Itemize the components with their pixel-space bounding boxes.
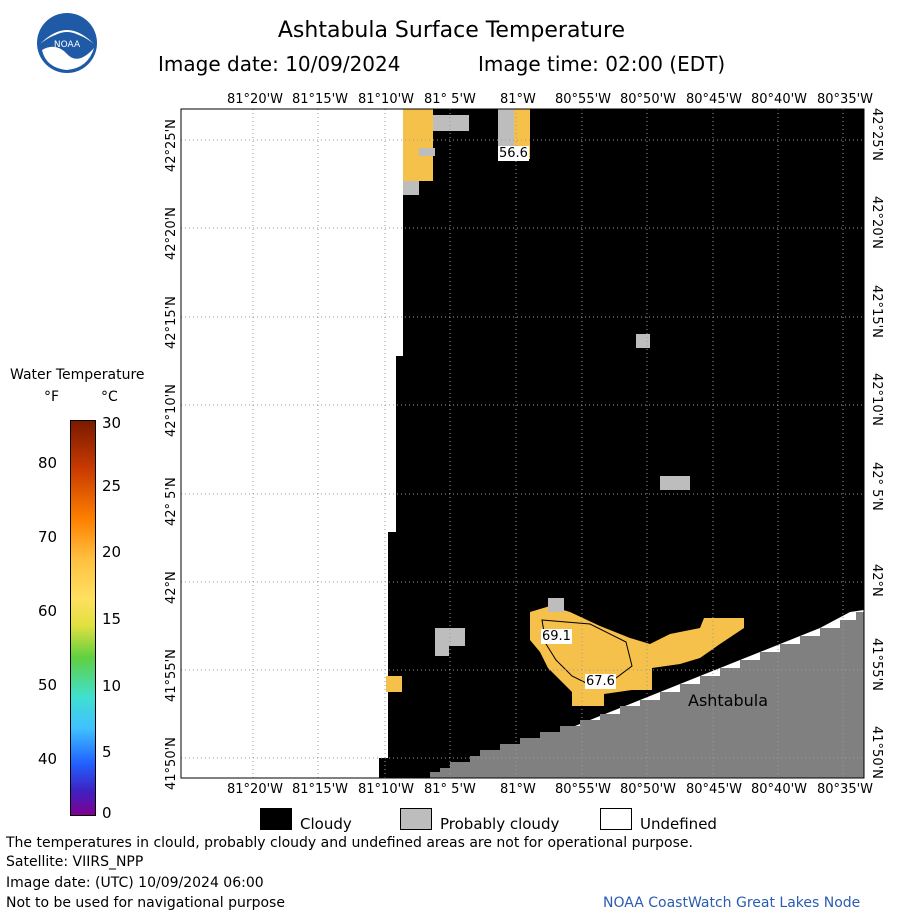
lat-label-left: 42°25'N	[164, 119, 179, 172]
colorbar-f-tick: 40	[38, 750, 58, 768]
lat-label-right: 41°50'N	[869, 726, 884, 779]
lat-label-right: 42°10'N	[869, 373, 884, 426]
lat-label-left: 42°10'N	[164, 384, 179, 437]
lat-label-left: 42° 5'N	[164, 477, 179, 526]
colorbar-unit-f: °F	[44, 389, 60, 405]
lon-label-bottom: 80°50'W	[620, 782, 677, 797]
probably-cloudy-patch	[435, 646, 449, 656]
lon-label-bottom: 80°55'W	[555, 782, 612, 797]
utc-date-text: Image date: (UTC) 10/09/2024 06:00	[6, 875, 264, 891]
colorbar-c-tick: 0	[102, 804, 112, 822]
probably-cloudy-patch	[548, 598, 564, 612]
legend-swatch-undefined	[600, 808, 632, 830]
lon-label-top: 80°45'W	[686, 92, 743, 107]
image-date-label: Image date: 10/09/2024	[158, 52, 401, 76]
lon-label-bottom: 81°10'W	[358, 782, 415, 797]
lat-label-left: 41°50'N	[164, 737, 179, 790]
probably-cloudy-patch	[433, 115, 469, 131]
image-time-label: Image time: 02:00 (EDT)	[478, 52, 726, 76]
lon-label-bottom: 81° 5'W	[424, 782, 476, 797]
lon-label-top: 80°40'W	[751, 92, 808, 107]
lat-label-left: 42°15'N	[164, 296, 179, 349]
lon-label-bottom: 81°15'W	[292, 782, 349, 797]
colorbar-f-tick: 70	[38, 528, 58, 546]
cloudy-area	[379, 109, 864, 778]
credit-text: NOAA CoastWatch Great Lakes Node	[603, 895, 861, 911]
warm-patch	[386, 676, 402, 692]
lon-label-bottom: 81°20'W	[227, 782, 284, 797]
temp-label: 56.6	[498, 146, 529, 161]
colorbar-c-tick: 10	[102, 677, 122, 695]
probably-cloudy-patch	[660, 476, 690, 490]
lat-label-right: 42° 5'N	[869, 462, 884, 511]
satellite-text: Satellite: VIIRS_NPP	[6, 854, 144, 870]
disclaimer-text: The temperatures in clould, probably clo…	[6, 835, 693, 851]
page-title: Ashtabula Surface Temperature	[277, 18, 626, 43]
nav-note-text: Not to be used for navigational purpose	[6, 895, 285, 911]
noaa-logo: NOAA	[36, 12, 98, 74]
lon-label-top: 81°W	[500, 92, 536, 107]
lon-label-top: 81°20'W	[227, 92, 284, 107]
lat-label-right: 42°N	[869, 564, 884, 597]
colorbar-c-tick: 20	[102, 543, 122, 561]
colorbar-unit-c: °C	[101, 389, 118, 405]
lat-label-right: 41°55'N	[869, 638, 884, 691]
map-frame	[180, 108, 865, 779]
legend-label-undefined: Undefined	[640, 815, 717, 833]
lon-label-top: 81°10'W	[358, 92, 415, 107]
legend-swatch-cloudy	[260, 808, 292, 830]
legend-label-cloudy: Cloudy	[300, 815, 352, 833]
lat-label-left: 42°N	[164, 571, 179, 604]
lon-label-top: 81°15'W	[292, 92, 349, 107]
lat-label-right: 42°20'N	[869, 196, 884, 249]
colorbar-c-tick: 5	[102, 743, 112, 761]
colorbar-c-tick: 15	[102, 610, 122, 628]
colorbar-c-tick: 25	[102, 477, 122, 495]
colorbar	[70, 420, 96, 816]
colorbar-c-tick: 30	[102, 414, 122, 432]
lon-label-bottom: 81°W	[500, 782, 536, 797]
probably-cloudy-patches	[403, 109, 690, 656]
lat-label-right: 42°15'N	[869, 285, 884, 338]
lon-label-top: 80°35'W	[817, 92, 874, 107]
logo-text: NOAA	[54, 40, 81, 50]
temp-label: 67.6	[585, 674, 616, 689]
probably-cloudy-patch	[403, 181, 419, 195]
lon-label-top: 81° 5'W	[424, 92, 476, 107]
place-label: Ashtabula	[688, 691, 769, 710]
colorbar-f-tick: 60	[38, 602, 58, 620]
colorbar-title: Water Temperature	[10, 367, 145, 383]
colorbar-f-tick: 80	[38, 454, 58, 472]
lon-label-top: 80°55'W	[555, 92, 612, 107]
lon-label-top: 80°50'W	[620, 92, 677, 107]
lat-label-left: 42°20'N	[164, 207, 179, 260]
warm-patch	[403, 109, 433, 181]
legend-label-probably-cloudy: Probably cloudy	[440, 815, 560, 833]
lat-label-right: 42°25'N	[869, 108, 884, 161]
lon-label-bottom: 80°35'W	[817, 782, 874, 797]
colorbar-f-tick: 50	[38, 676, 58, 694]
legend-swatch-probably-cloudy	[400, 808, 432, 830]
probably-cloudy-patch	[419, 148, 435, 156]
probably-cloudy-patch	[636, 334, 650, 348]
lat-label-left: 41°55'N	[164, 649, 179, 702]
lon-label-bottom: 80°45'W	[686, 782, 743, 797]
warm-patch	[530, 606, 744, 706]
lon-label-bottom: 80°40'W	[751, 782, 808, 797]
land-area	[430, 612, 864, 778]
temp-label: 69.1	[541, 629, 572, 644]
